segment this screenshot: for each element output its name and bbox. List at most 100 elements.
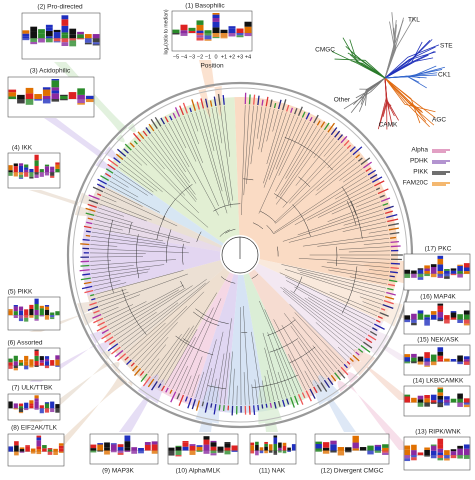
leaf-label bbox=[282, 399, 286, 407]
tree-branch bbox=[275, 116, 299, 170]
logo-letter bbox=[77, 94, 85, 99]
leaf-label bbox=[293, 108, 298, 115]
leaf-label bbox=[320, 121, 326, 128]
logo-letter bbox=[212, 21, 220, 28]
leaf-label bbox=[273, 102, 277, 109]
leaf-label bbox=[277, 400, 281, 407]
kinome-group-label: CAMK bbox=[379, 122, 398, 129]
logo-letter bbox=[437, 319, 444, 322]
tree-branch bbox=[302, 233, 389, 247]
leaf-label bbox=[375, 319, 381, 323]
logo-letter bbox=[151, 441, 158, 445]
leaf-label bbox=[201, 401, 205, 407]
logo-letter bbox=[231, 445, 238, 451]
logo-letter bbox=[382, 444, 389, 448]
tree-branch bbox=[131, 150, 148, 166]
tree-arc bbox=[207, 385, 226, 390]
ribbon bbox=[198, 60, 222, 118]
panel-label: (7) ULK/TTBK bbox=[12, 385, 53, 392]
tree-branch bbox=[290, 325, 328, 378]
kinome-branch bbox=[384, 77, 427, 122]
logo-letter bbox=[450, 311, 457, 313]
leaf-label bbox=[316, 120, 321, 126]
kinome-group-label: TKL bbox=[408, 17, 420, 24]
leaf-label bbox=[355, 154, 361, 159]
leaf-label bbox=[81, 285, 93, 290]
tree-arc bbox=[182, 243, 184, 265]
logo-letter bbox=[55, 355, 60, 360]
logo-letter bbox=[330, 444, 337, 451]
kinome-branch bbox=[384, 77, 436, 119]
leaf-label bbox=[265, 96, 269, 107]
logo-letter bbox=[212, 14, 220, 19]
logo-letter bbox=[457, 393, 463, 399]
logo-letter bbox=[437, 309, 444, 313]
tree-branch bbox=[179, 298, 222, 393]
tree-branch bbox=[228, 351, 233, 405]
leaf-label bbox=[380, 197, 391, 202]
leaf-label bbox=[84, 289, 94, 294]
logo-letter bbox=[250, 445, 255, 451]
logo-x-tick: +4 bbox=[245, 54, 251, 60]
logo-letter bbox=[444, 455, 450, 459]
leaf-label bbox=[290, 397, 295, 408]
logo-letter bbox=[55, 162, 60, 165]
tree-branch bbox=[286, 280, 372, 328]
leaf-label bbox=[124, 356, 129, 361]
tree-branch bbox=[338, 246, 390, 250]
kinome-branch bbox=[359, 77, 386, 90]
logo-letter bbox=[25, 446, 30, 452]
logo-letter bbox=[457, 361, 463, 365]
logo-letter bbox=[55, 164, 60, 169]
tree-branch bbox=[335, 178, 370, 200]
logo-letter bbox=[92, 34, 100, 39]
logo-letter bbox=[39, 305, 44, 309]
leaf-label bbox=[142, 130, 148, 137]
logo-letter bbox=[45, 27, 53, 31]
logo-letter bbox=[124, 450, 131, 453]
logo-letter bbox=[259, 450, 264, 454]
logo-letter bbox=[437, 457, 444, 461]
logo-letter bbox=[45, 30, 53, 37]
logo-letter bbox=[437, 347, 444, 352]
panel-label: (10) Alpha/MLK bbox=[176, 468, 221, 475]
logo-letter bbox=[104, 447, 110, 451]
logo-letter bbox=[13, 365, 18, 369]
tree-branch bbox=[294, 286, 370, 332]
leaf-label bbox=[145, 127, 151, 134]
logo-letter bbox=[124, 437, 131, 442]
logo-letter bbox=[51, 80, 60, 88]
legend-glyph bbox=[432, 171, 450, 175]
tree-branch bbox=[276, 348, 295, 395]
leaf-label bbox=[111, 346, 121, 355]
leaf-label bbox=[126, 359, 132, 366]
logo-letter bbox=[437, 255, 444, 259]
tree-branch bbox=[90, 248, 189, 254]
leaf-label bbox=[360, 157, 371, 166]
tree-branch bbox=[326, 262, 390, 268]
leaf-label bbox=[390, 266, 399, 269]
logo-letter bbox=[117, 450, 124, 453]
logo-letter bbox=[367, 445, 374, 451]
logo-letter bbox=[273, 437, 278, 444]
logo-letter bbox=[8, 96, 17, 99]
leaf-label bbox=[365, 167, 372, 172]
kinome-branch bbox=[355, 77, 386, 99]
leaf-label bbox=[129, 142, 135, 148]
logo-letter bbox=[8, 309, 13, 311]
logo-letter bbox=[42, 99, 51, 104]
tree-branch bbox=[263, 112, 287, 184]
logo-letter bbox=[131, 447, 138, 451]
panel-label: (11) NAK bbox=[259, 468, 286, 475]
logo-letter bbox=[24, 169, 29, 173]
leaf-label bbox=[389, 231, 400, 235]
leaf-label bbox=[91, 298, 96, 301]
logo-letter bbox=[138, 447, 144, 451]
logo-letter bbox=[69, 28, 77, 35]
leaf-label bbox=[286, 398, 290, 405]
logo-letter bbox=[24, 365, 29, 370]
leaf-label bbox=[384, 210, 394, 215]
logo-letter bbox=[457, 355, 463, 362]
tree-branch bbox=[175, 119, 197, 162]
leaf-label bbox=[257, 95, 260, 106]
